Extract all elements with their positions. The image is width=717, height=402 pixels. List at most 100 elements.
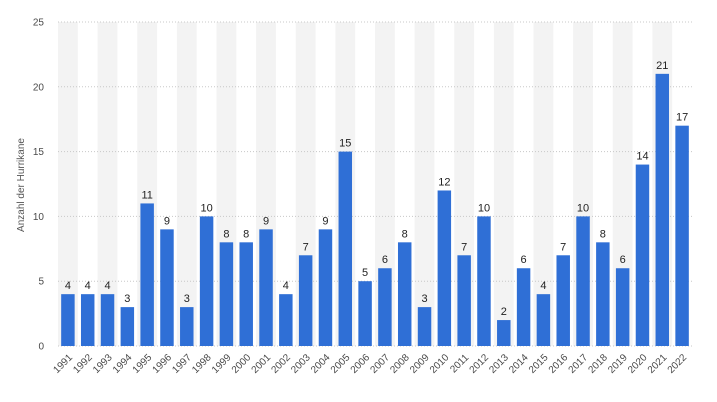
bar[interactable]: [615, 268, 630, 346]
bar[interactable]: [180, 307, 194, 346]
bar[interactable]: [556, 255, 570, 346]
x-tick-label: 2007: [369, 352, 393, 376]
x-tick-label: 2018: [586, 352, 610, 376]
bar[interactable]: [61, 294, 75, 346]
x-tick-label: 1992: [71, 352, 95, 376]
x-tick-label: 1995: [131, 352, 155, 376]
bar[interactable]: [536, 294, 551, 346]
bar[interactable]: [655, 73, 670, 346]
data-label: 6: [382, 254, 388, 266]
bar[interactable]: [120, 307, 135, 346]
x-tick-label: 2014: [507, 352, 531, 376]
x-tick-label: 2006: [349, 352, 373, 376]
data-label: 21: [656, 60, 668, 72]
bar[interactable]: [279, 294, 293, 346]
bar[interactable]: [199, 216, 214, 346]
data-label: 5: [362, 267, 368, 279]
bar[interactable]: [378, 268, 392, 346]
x-tick-label: 2003: [289, 352, 313, 376]
bar[interactable]: [239, 242, 253, 346]
x-tick-label: 2016: [547, 352, 571, 376]
x-tick-label: 1997: [170, 352, 194, 376]
data-label: 17: [676, 112, 688, 124]
x-tick-label: 2011: [448, 352, 471, 375]
x-tick-label: 2012: [468, 352, 492, 376]
x-tick-label: 1999: [210, 352, 234, 376]
bar[interactable]: [516, 268, 531, 346]
x-tick-label: 2004: [309, 352, 333, 376]
data-label: 3: [184, 293, 190, 305]
x-tick-label: 2013: [487, 352, 511, 376]
x-tick-label: 2017: [567, 352, 591, 376]
data-label: 8: [243, 228, 249, 240]
bar[interactable]: [259, 229, 273, 346]
bar[interactable]: [298, 255, 313, 346]
data-label: 4: [85, 280, 91, 292]
column-band: [375, 22, 395, 346]
x-tick-label: 2015: [527, 352, 551, 376]
y-tick-label: 15: [33, 147, 45, 158]
bar[interactable]: [318, 229, 333, 346]
x-tick-label: 2005: [329, 352, 353, 376]
column-band: [176, 22, 197, 346]
data-label: 8: [402, 228, 408, 240]
bar[interactable]: [80, 294, 95, 346]
bar[interactable]: [457, 255, 471, 346]
bar[interactable]: [100, 294, 115, 346]
bar[interactable]: [635, 164, 650, 346]
data-label: 4: [65, 280, 71, 292]
data-label: 9: [164, 215, 170, 227]
data-label: 4: [540, 280, 546, 292]
data-label: 8: [600, 228, 606, 240]
y-tick-label: 25: [33, 18, 45, 29]
bar[interactable]: [160, 229, 174, 346]
data-label: 9: [263, 215, 269, 227]
data-label: 15: [339, 138, 351, 150]
data-label: 9: [322, 215, 328, 227]
x-tick-label: 1994: [111, 352, 135, 376]
x-tick-label: 2002: [269, 352, 293, 376]
data-label: 10: [577, 202, 589, 214]
data-label: 10: [478, 202, 490, 214]
x-tick-label: 2020: [626, 352, 650, 376]
x-tick-label: 2010: [428, 352, 452, 376]
x-tick-label: 2019: [606, 352, 630, 376]
x-tick-label: 2008: [388, 352, 412, 376]
data-label: 4: [283, 280, 289, 292]
x-tick-label: 2022: [666, 352, 690, 376]
data-label: 7: [461, 241, 467, 253]
x-tick-label: 1996: [151, 352, 175, 376]
data-label: 11: [141, 189, 152, 201]
column-band: [414, 22, 435, 346]
column-band: [612, 22, 633, 346]
bar[interactable]: [675, 125, 689, 347]
bar[interactable]: [140, 203, 154, 346]
bar[interactable]: [338, 151, 353, 346]
x-tick-label: 2009: [408, 352, 432, 376]
bars: [61, 73, 689, 347]
y-tick-label: 20: [33, 82, 45, 93]
bar[interactable]: [358, 281, 372, 346]
data-label: 3: [421, 293, 427, 305]
x-tick-label: 2021: [646, 352, 670, 376]
bar[interactable]: [219, 242, 234, 346]
column-band: [97, 22, 118, 346]
value-labels: 4 4 4 3 11 9 3 10 8 8 9 4 7 9 15 5 6 8 3 12 7 10 2 6 4 7 10 8 6 14 21 1…: [65, 60, 688, 318]
y-axis-label: Anzahl der Hurrikane: [16, 138, 27, 232]
bar[interactable]: [576, 216, 590, 346]
bar[interactable]: [417, 307, 432, 346]
data-label: 3: [124, 293, 130, 305]
bar[interactable]: [497, 320, 511, 346]
bar[interactable]: [596, 242, 610, 346]
y-tick-label: 0: [38, 342, 44, 353]
data-label: 2: [501, 306, 507, 318]
bar[interactable]: [477, 216, 491, 346]
bar[interactable]: [437, 190, 452, 346]
y-tick-label: 5: [38, 277, 44, 288]
bar[interactable]: [397, 242, 412, 346]
x-tick-label: 1998: [190, 352, 214, 376]
data-label: 10: [200, 202, 212, 214]
x-tick-label: 2001: [250, 352, 274, 376]
data-label: 12: [438, 176, 450, 188]
